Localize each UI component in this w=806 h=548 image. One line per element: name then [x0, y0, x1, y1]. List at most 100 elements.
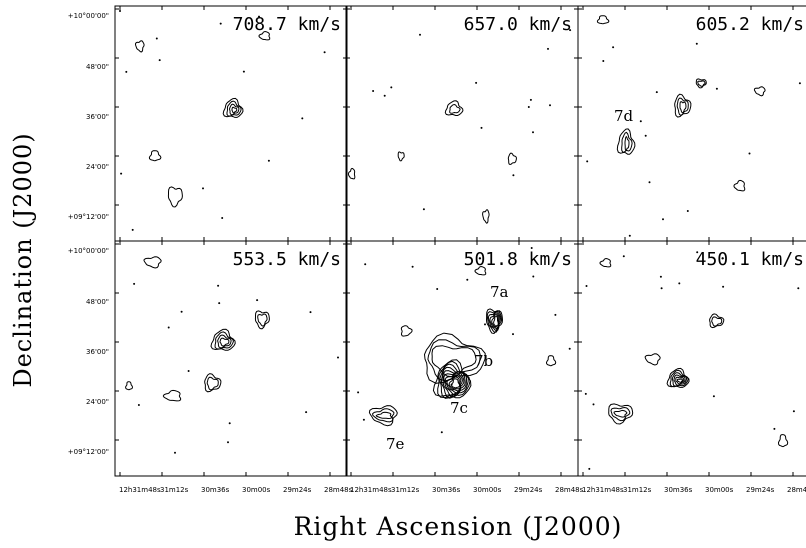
noise-dot: [529, 98, 532, 101]
contour-line: [372, 408, 395, 423]
noise-dot: [466, 278, 469, 281]
noise-dot: [219, 22, 222, 25]
channel-panel: 501.8 km/s 7a 7b 7c 7e: [345, 240, 579, 477]
noise-dot: [362, 418, 365, 421]
feature-label: 7b: [474, 352, 493, 370]
contour-line: [143, 256, 162, 269]
feature-label: 7d: [614, 107, 634, 125]
panel-frame: [114, 240, 348, 477]
contour-line: [375, 411, 393, 420]
contour-line: [258, 30, 271, 41]
contour-line: [427, 339, 481, 382]
contours: [347, 29, 572, 224]
panel-frame: [345, 240, 579, 477]
contour-line: [624, 135, 630, 151]
contour-line: [437, 360, 471, 399]
feature-label: 7a: [490, 283, 509, 301]
noise-dot: [305, 411, 308, 414]
noise-dot: [119, 10, 121, 12]
noise-dot: [440, 431, 443, 434]
panel-frame: [577, 240, 806, 477]
noise-dot: [585, 285, 588, 287]
noise-dot: [568, 347, 571, 350]
noise-dot: [712, 395, 715, 398]
noise-dot: [227, 441, 229, 444]
noise-dot: [584, 392, 587, 395]
noise-dot: [715, 87, 718, 90]
noise-dot: [480, 126, 483, 129]
dec-tick-label: +10°00'00": [68, 247, 109, 255]
ra-tick-label: 30m36s: [201, 486, 230, 494]
noise-dot: [678, 282, 681, 285]
contour-line: [134, 40, 145, 53]
contour-line: [162, 389, 182, 402]
noise-dot: [411, 265, 414, 268]
noise-dot: [655, 91, 658, 94]
dec-tick-label: 36'00": [86, 348, 109, 356]
contour-line: [507, 152, 517, 166]
contour-line: [613, 409, 628, 418]
noise-dot: [267, 159, 270, 162]
noise-dot: [586, 160, 589, 163]
noise-dot: [357, 391, 360, 394]
contour-line: [644, 353, 661, 366]
noise-dot: [592, 403, 595, 406]
contour-line: [448, 376, 461, 390]
contour-line: [616, 128, 636, 155]
dec-tick-label: +10°00'00": [68, 12, 109, 20]
noise-dot: [383, 94, 386, 97]
noise-dot: [662, 218, 664, 221]
noise-dot: [722, 285, 725, 288]
contour-line: [676, 97, 689, 116]
velocity-label: 553.5 km/s: [233, 249, 341, 270]
contour-line: [697, 80, 706, 87]
ra-tick-label: 31m12s: [160, 486, 189, 494]
dec-tick-label: 48'00": [86, 298, 109, 306]
dec-tick-label: 36'00": [86, 113, 109, 121]
noise-dot: [242, 70, 245, 73]
dec-tick-label: 48'00": [86, 63, 109, 71]
channel-panel: 605.2 km/s 7d: [577, 5, 806, 242]
noise-dot: [547, 47, 549, 50]
noise-dot: [475, 81, 478, 84]
noise-dot: [588, 467, 591, 470]
noise-dot: [202, 187, 204, 190]
contour-line: [733, 179, 746, 192]
noise-dot: [659, 275, 662, 278]
noise-dot: [554, 313, 557, 316]
contour-line: [545, 355, 557, 367]
noise-dot: [644, 134, 647, 137]
contours: [119, 10, 409, 231]
contour-line: [347, 167, 356, 180]
contour-line: [431, 345, 477, 378]
noise-dot: [532, 275, 535, 278]
velocity-label: 450.1 km/s: [696, 249, 804, 270]
contour-line: [482, 209, 490, 224]
ra-tick-label: 29m24s: [283, 486, 312, 494]
noise-dot: [419, 33, 421, 36]
noise-dot: [174, 451, 176, 454]
panel-frame: [577, 5, 806, 242]
noise-dot: [622, 255, 625, 258]
noise-dot: [120, 172, 123, 175]
contour-line: [674, 93, 692, 118]
noise-dot: [797, 287, 800, 290]
noise-dot: [167, 326, 170, 329]
contour-line: [167, 186, 183, 208]
ra-tick-label: 30m00s: [473, 486, 502, 494]
noise-dot: [798, 82, 801, 85]
contour-line: [709, 313, 725, 329]
dec-tick-label: +09°12'00": [68, 213, 109, 221]
noise-dot: [436, 288, 439, 290]
ra-tick-label: 31m12s: [623, 486, 652, 494]
feature-label: 7c: [450, 399, 468, 417]
contour-line: [449, 103, 461, 114]
contours: [125, 256, 339, 454]
noise-dot: [628, 234, 631, 237]
contour-line: [403, 76, 409, 81]
noise-dot: [258, 15, 260, 18]
noise-dot: [422, 208, 425, 211]
noise-dot: [450, 383, 453, 386]
channel-panel: 553.5 km/s: [114, 240, 348, 477]
velocity-label: 708.7 km/s: [233, 14, 341, 35]
